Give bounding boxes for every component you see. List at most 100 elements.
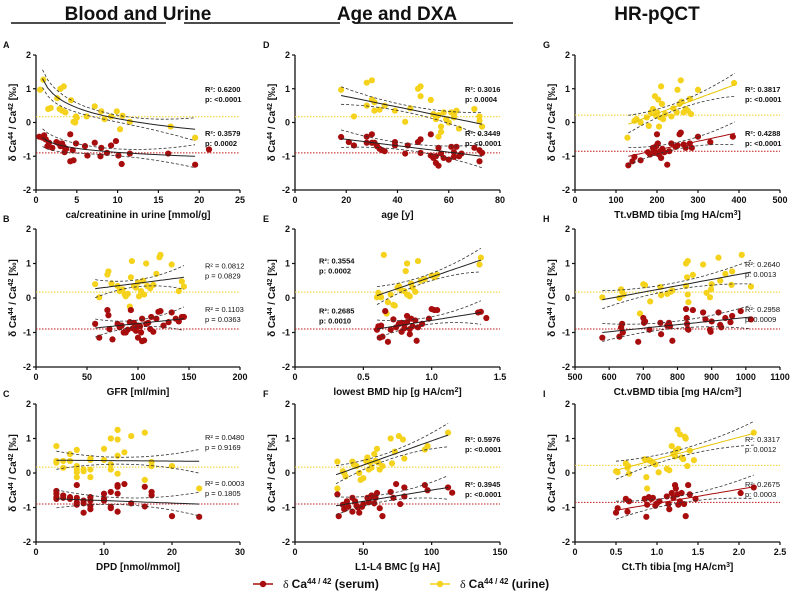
- legend-item-urine: δ Ca44 / 42 (urine): [430, 577, 549, 592]
- data-point-serum: [432, 153, 440, 160]
- data-point-serum: [654, 140, 661, 147]
- p-value-label: p: 0.0009: [745, 315, 776, 324]
- data-point-serum: [157, 308, 164, 315]
- y-tick-label: 2: [565, 399, 570, 409]
- data-point-urine: [476, 117, 483, 124]
- data-point-serum: [643, 513, 650, 520]
- data-point-urine: [378, 294, 385, 301]
- x-tick-label: 150: [181, 372, 196, 382]
- x-tick-label: 500: [772, 195, 787, 205]
- confidence-band-lower: [376, 271, 481, 305]
- y-tick-label: 0: [565, 118, 570, 128]
- panel-letter: G: [543, 40, 550, 50]
- data-point-serum: [160, 322, 167, 329]
- data-point-urine: [360, 475, 367, 482]
- legend: δ Ca44 / 42 (serum) δ Ca44 / 42 (urine): [253, 577, 549, 592]
- x-tick-label: 80: [495, 195, 505, 205]
- data-point-serum: [668, 140, 675, 147]
- data-point-serum: [666, 323, 674, 330]
- data-point-serum: [616, 333, 623, 340]
- p-value-label: p: 0.0012: [745, 445, 776, 454]
- panel-letter: C: [3, 389, 10, 399]
- y-axis-label: δ Ca44 / Ca42 [‰]: [547, 434, 559, 512]
- p-value-label: p: 0.0013: [745, 270, 776, 279]
- data-point-serum: [96, 334, 103, 341]
- data-point-urine: [437, 128, 445, 136]
- data-point-serum: [707, 328, 714, 335]
- x-tick-label: 20: [194, 195, 204, 205]
- x-tick-label: 25: [235, 195, 245, 205]
- data-point-urine: [371, 450, 378, 458]
- x-axis-label: GFR [ml/min]: [107, 387, 170, 398]
- data-point-urine: [682, 435, 689, 442]
- data-point-serum: [112, 137, 120, 145]
- data-point-serum: [150, 328, 157, 335]
- x-tick-label: 150: [492, 547, 507, 557]
- data-point-urine: [676, 431, 684, 438]
- legend-label-urine: δ Ca44 / 42 (urine): [460, 577, 549, 592]
- data-point-urine: [72, 119, 79, 126]
- data-point-urine: [373, 445, 381, 452]
- x-tick-label: 800: [670, 372, 685, 382]
- data-point-serum: [476, 158, 483, 165]
- data-point-urine: [687, 110, 695, 118]
- data-point-serum: [427, 131, 434, 138]
- data-point-urine: [73, 469, 80, 476]
- data-point-urine: [680, 456, 687, 463]
- data-point-serum: [417, 149, 424, 156]
- data-point-serum: [401, 484, 408, 491]
- data-point-urine: [626, 470, 633, 477]
- data-point-serum: [700, 309, 707, 316]
- data-point-serum: [435, 162, 442, 169]
- data-point-urine: [728, 281, 735, 288]
- column-title-blood-urine: Blood and Urine: [65, 4, 212, 25]
- x-axis-label: age [y]: [381, 210, 413, 221]
- column-title-age-dxa: Age and DXA: [337, 4, 458, 25]
- data-point-urine: [614, 469, 621, 476]
- data-point-serum: [371, 500, 378, 507]
- data-point-urine: [427, 96, 434, 103]
- y-tick-label: 1: [565, 259, 570, 269]
- data-point-urine: [455, 125, 463, 132]
- data-point-serum: [376, 505, 383, 512]
- y-tick-label: 2: [26, 224, 31, 234]
- data-point-serum: [114, 508, 121, 515]
- data-point-serum: [387, 326, 394, 333]
- data-point-urine: [658, 83, 665, 90]
- p-value-label: p: 0.0010: [319, 317, 351, 326]
- data-point-urine: [371, 107, 378, 114]
- data-point-urine: [478, 123, 486, 130]
- data-point-serum: [688, 144, 695, 151]
- y-tick-label: 2: [565, 50, 570, 60]
- x-tick-label: 1000: [736, 372, 756, 382]
- data-point-serum: [624, 508, 631, 515]
- data-point-serum: [682, 513, 689, 520]
- x-tick-label: 100: [608, 195, 623, 205]
- x-axis-label: ca/creatinine in urine [mmol/g]: [65, 210, 210, 221]
- y-axis-label: δ Ca44 / Ca42 [‰]: [8, 84, 20, 162]
- data-point-serum: [402, 150, 409, 157]
- data-point-serum: [657, 319, 664, 326]
- data-point-urine: [134, 279, 142, 286]
- data-point-serum: [666, 506, 673, 513]
- data-point-urine: [107, 466, 114, 473]
- p-value-label: p = 0.1805: [205, 489, 241, 498]
- data-point-serum: [729, 312, 736, 320]
- confidence-band-upper: [628, 121, 736, 148]
- data-point-urine: [403, 260, 411, 267]
- legend-label-serum: δ Ca44 / 42 (serum): [283, 577, 379, 592]
- data-point-serum: [649, 494, 657, 501]
- data-point-urine: [395, 432, 402, 440]
- confidence-band-lower: [42, 146, 196, 169]
- r-squared-label: R²: 0.3317: [745, 435, 780, 444]
- data-point-urine: [620, 291, 627, 298]
- confidence-band-upper: [616, 474, 754, 502]
- data-point-serum: [105, 312, 112, 319]
- data-point-serum: [707, 138, 714, 146]
- data-point-serum: [471, 144, 478, 151]
- y-tick-label: -1: [282, 151, 290, 161]
